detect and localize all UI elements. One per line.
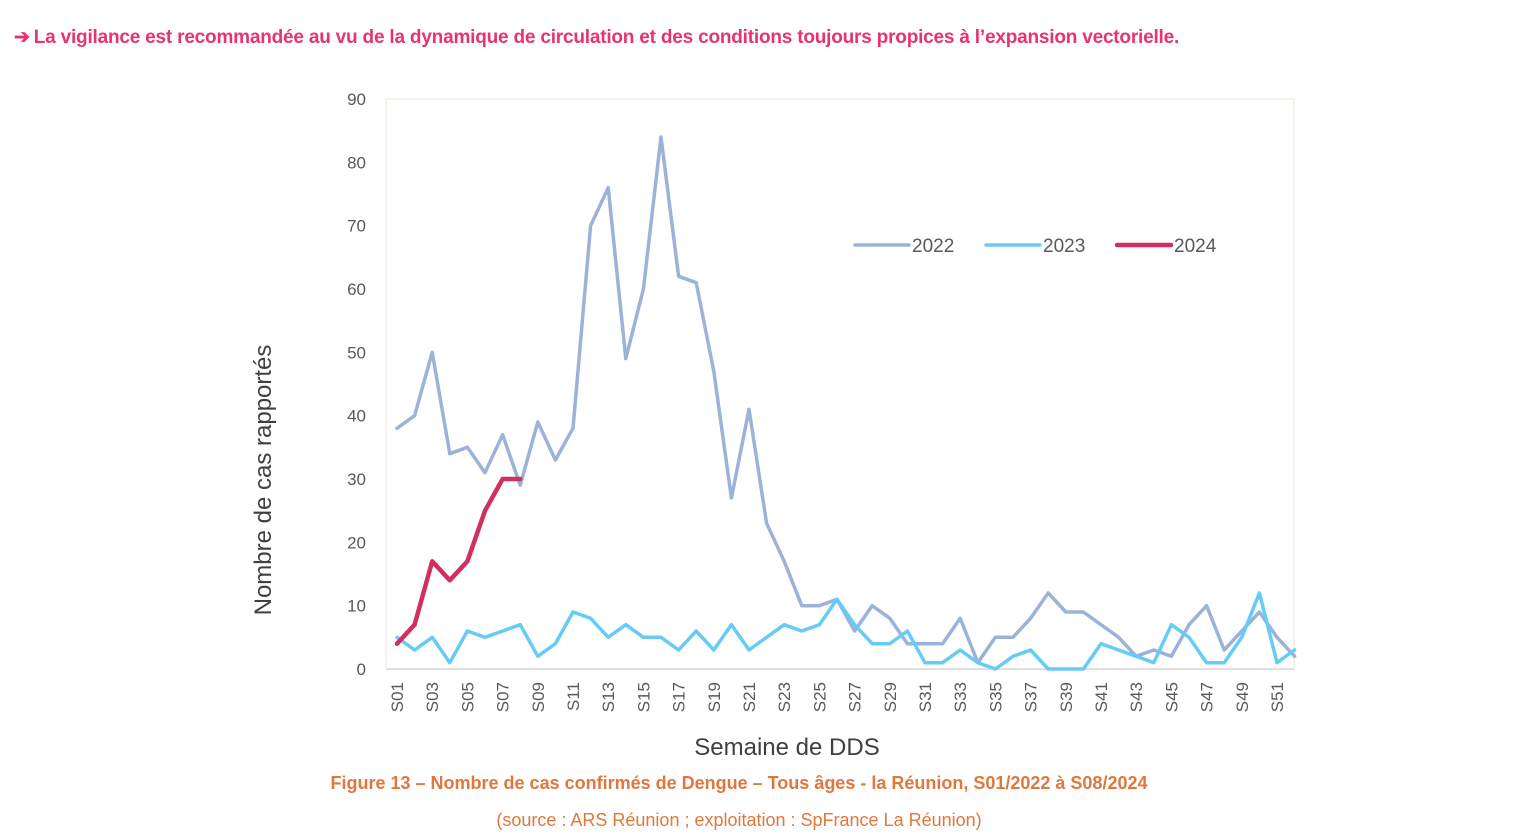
x-tick-label: S17 (670, 682, 689, 712)
legend-label-2022: 2022 (912, 236, 954, 257)
series-lines (394, 135, 1297, 671)
y-tick-label: 50 (347, 343, 366, 362)
x-tick-label: S23 (775, 682, 794, 712)
x-tick-label: S09 (529, 682, 548, 712)
x-tick-label: S45 (1162, 682, 1181, 712)
x-tick-label: S21 (740, 682, 759, 712)
y-tick-label: 20 (347, 533, 366, 552)
y-tick-label: 40 (347, 407, 366, 426)
y-axis-title: Nombre de cas rapportés (250, 345, 277, 616)
x-axis-title: Semaine de DDS (694, 734, 879, 761)
y-tick-label: 30 (347, 470, 366, 489)
x-tick-label: S13 (599, 682, 618, 712)
series-line-2024 (394, 476, 523, 646)
series-line-2023 (395, 591, 1297, 671)
headline: ➔ La vigilance est recommandée au vu de l… (14, 26, 1179, 49)
legend: 2022 2023 2024 (853, 236, 1217, 257)
x-tick-label: S43 (1127, 682, 1146, 712)
y-axis-ticks: 0 10 20 30 40 50 60 70 80 90 (347, 90, 366, 679)
plot-frame (385, 98, 1295, 670)
y-tick-label: 70 (347, 217, 366, 236)
x-tick-label: S25 (810, 682, 829, 712)
headline-text: La vigilance est recommandée au vu de la… (33, 27, 1180, 48)
x-tick-label: S33 (951, 682, 970, 712)
x-tick-label: S39 (1057, 682, 1076, 712)
arrow-right-icon: ➔ (14, 27, 30, 48)
x-tick-label: S01 (388, 682, 407, 712)
figure-caption-title: Figure 13 – Nombre de cas confirmés de D… (330, 773, 1148, 793)
x-tick-label: S15 (634, 682, 653, 712)
figure-caption-source: (source : ARS Réunion ; exploitation : S… (496, 810, 982, 830)
legend-label-2024: 2024 (1174, 236, 1217, 257)
x-tick-label: S41 (1092, 682, 1111, 712)
y-tick-label: 60 (347, 280, 366, 299)
x-axis-ticks: S01 S03 S05 S07 S09 S11 S13 S15 S17 S19 S21 S23 S25 S… (388, 682, 1287, 712)
y-tick-label: 10 (347, 597, 366, 616)
x-tick-label: S31 (916, 682, 935, 712)
x-tick-label: S03 (423, 682, 442, 712)
legend-label-2023: 2023 (1043, 236, 1085, 257)
x-tick-label: S05 (458, 682, 477, 712)
x-tick-label: S29 (881, 682, 900, 712)
x-tick-label: S27 (846, 682, 865, 712)
x-tick-label: S37 (1022, 682, 1041, 712)
x-tick-label: S49 (1233, 682, 1252, 712)
y-tick-label: 90 (347, 90, 366, 109)
y-tick-label: 80 (347, 153, 366, 172)
series-line-2022 (395, 135, 1297, 665)
dengue-line-chart: 0 10 20 30 40 50 60 70 80 90 S01 S03 S05 S07 S09 S11 S1… (250, 90, 1297, 761)
x-tick-label: S11 (564, 682, 583, 711)
x-tick-label: S47 (1198, 682, 1217, 712)
y-tick-label: 0 (357, 660, 366, 679)
x-tick-label: S51 (1268, 682, 1287, 712)
x-tick-label: S19 (705, 682, 724, 712)
x-tick-label: S07 (494, 682, 513, 712)
x-tick-label: S35 (986, 682, 1005, 712)
